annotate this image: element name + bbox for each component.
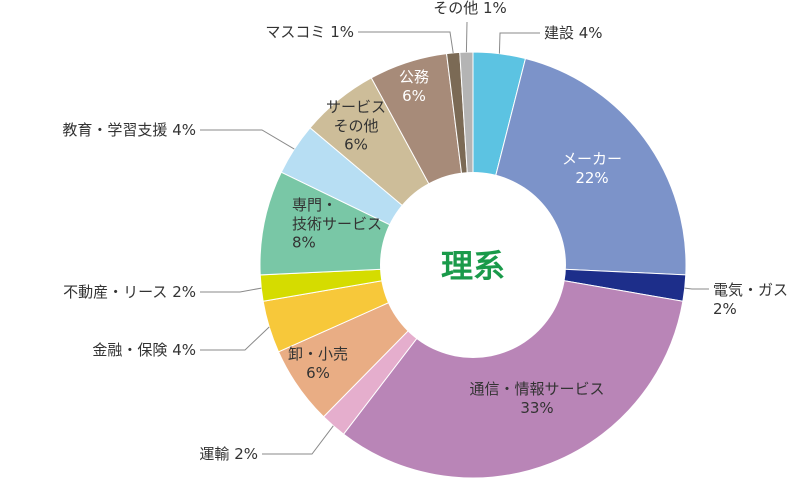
leader-7 [200,287,262,293]
leader-12 [358,31,454,53]
label-3: 通信・情報サービス 33% [469,380,604,417]
label-11: 公務 6% [399,68,429,105]
leader-9 [200,129,295,150]
label-6: 金融・保険 4% [92,341,196,359]
label-10: サービスその他 6% [326,98,386,154]
leader-2 [684,287,709,290]
label-9: 教育・学習支援 4% [62,121,196,139]
leader-4 [262,425,334,455]
leader-0 [498,32,540,54]
leader-6 [200,326,270,351]
label-2: 電気・ガス 2% [713,281,788,318]
donut-hole [380,172,566,358]
label-5: 卸・小売 6% [288,345,348,382]
leader-lines [200,21,709,455]
label-1: メーカー 22% [562,150,622,187]
label-12: マスコミ 1% [265,23,354,41]
slice-labels: 建設 4% メーカー 22% 電気・ガス 2% 通信・情報サービス 33% 運輸 2% 卸・小売… [62,0,788,463]
center-label: 理系 [441,247,505,285]
label-7: 不動産・リース 2% [63,283,196,301]
slice-3 [342,264,684,479]
label-13: その他 1% [433,0,507,17]
leader-13 [465,21,468,53]
label-4: 運輸 2% [199,445,258,463]
label-0: 建設 4% [544,24,603,42]
label-8: 専門・技術サービス 8% [292,196,382,252]
